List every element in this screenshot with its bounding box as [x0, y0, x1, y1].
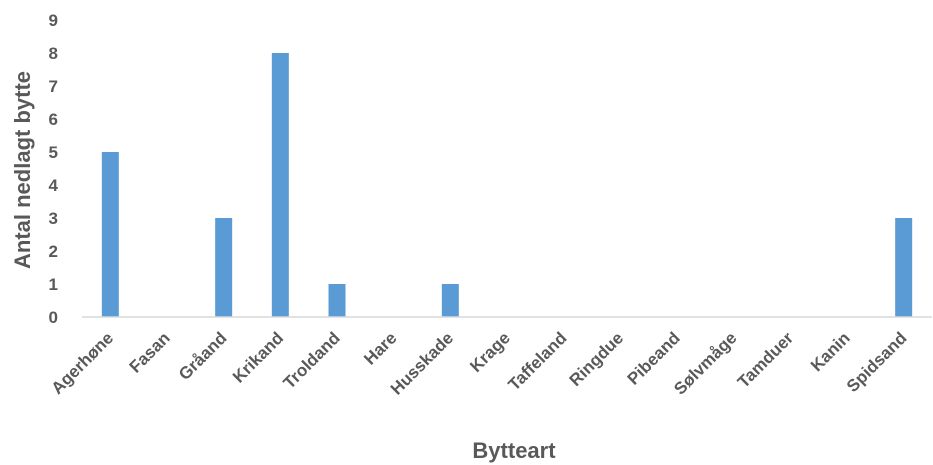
x-axis-title: Bytteart: [472, 438, 556, 463]
y-tick-label: 8: [49, 44, 58, 63]
bar: [271, 53, 289, 317]
y-tick-label: 5: [49, 143, 58, 162]
y-axis-title: Antal nedlagt bytte: [10, 71, 35, 269]
bar: [215, 218, 233, 317]
y-tick-label: 7: [49, 77, 58, 96]
x-tick-label: Ringdue: [566, 328, 628, 390]
bar: [895, 218, 913, 317]
y-tick-label: 2: [49, 242, 58, 261]
x-tick-label: Gråand: [175, 328, 231, 384]
bar: [101, 152, 119, 317]
bar: [441, 284, 459, 317]
x-tick-label: Taffeland: [505, 328, 571, 394]
x-tick-label: Krage: [466, 328, 514, 376]
y-tick-label: 6: [49, 110, 58, 129]
x-tick-label: Troldand: [280, 328, 344, 392]
y-tick-label: 3: [49, 209, 58, 228]
x-tick-label: Spidsand: [843, 328, 911, 396]
x-tick-label: Fasan: [126, 328, 174, 376]
y-axis-ticks: 0 1 2 3 4 5 6 7 8 9: [49, 11, 59, 327]
x-tick-label: Hare: [360, 328, 400, 368]
x-tick-label: Kanin: [807, 328, 854, 375]
y-tick-label: 0: [49, 308, 58, 327]
bars: [101, 53, 913, 317]
x-tick-label: Agerhøne: [48, 328, 118, 398]
y-tick-label: 4: [49, 176, 59, 195]
x-tick-label: Tamduer: [734, 328, 798, 392]
y-tick-label: 1: [49, 275, 58, 294]
x-tick-label: Krikand: [229, 328, 287, 386]
bar: [328, 284, 346, 317]
y-tick-label: 9: [49, 11, 58, 30]
